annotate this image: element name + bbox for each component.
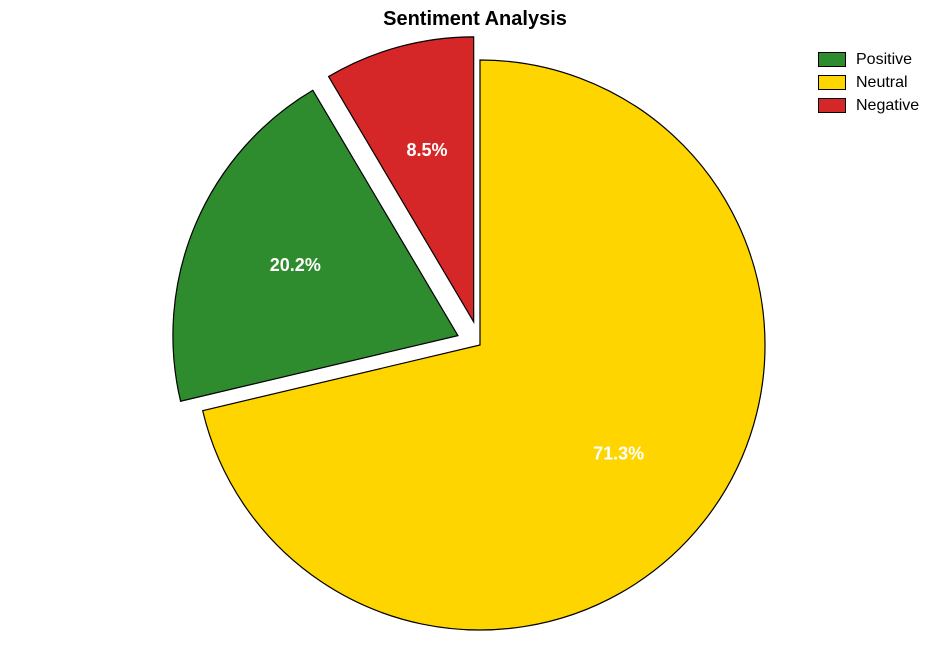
legend-label: Negative — [856, 97, 919, 115]
slice-label: 71.3% — [593, 443, 644, 463]
slice-label: 8.5% — [407, 140, 448, 160]
slice-label: 20.2% — [270, 255, 321, 275]
legend-label: Neutral — [856, 74, 908, 92]
legend-label: Positive — [856, 51, 912, 69]
legend-item: Negative — [818, 94, 919, 117]
legend-swatch — [818, 75, 846, 90]
legend-swatch — [818, 52, 846, 67]
legend: Positive Neutral Negative — [818, 48, 919, 117]
legend-item: Neutral — [818, 71, 919, 94]
chart-container: Sentiment Analysis 71.3%20.2%8.5% Positi… — [0, 0, 950, 662]
legend-swatch — [818, 98, 846, 113]
pie-chart: 71.3% 20.2% 8.5% — [0, 0, 950, 662]
legend-item: Positive — [818, 48, 919, 71]
